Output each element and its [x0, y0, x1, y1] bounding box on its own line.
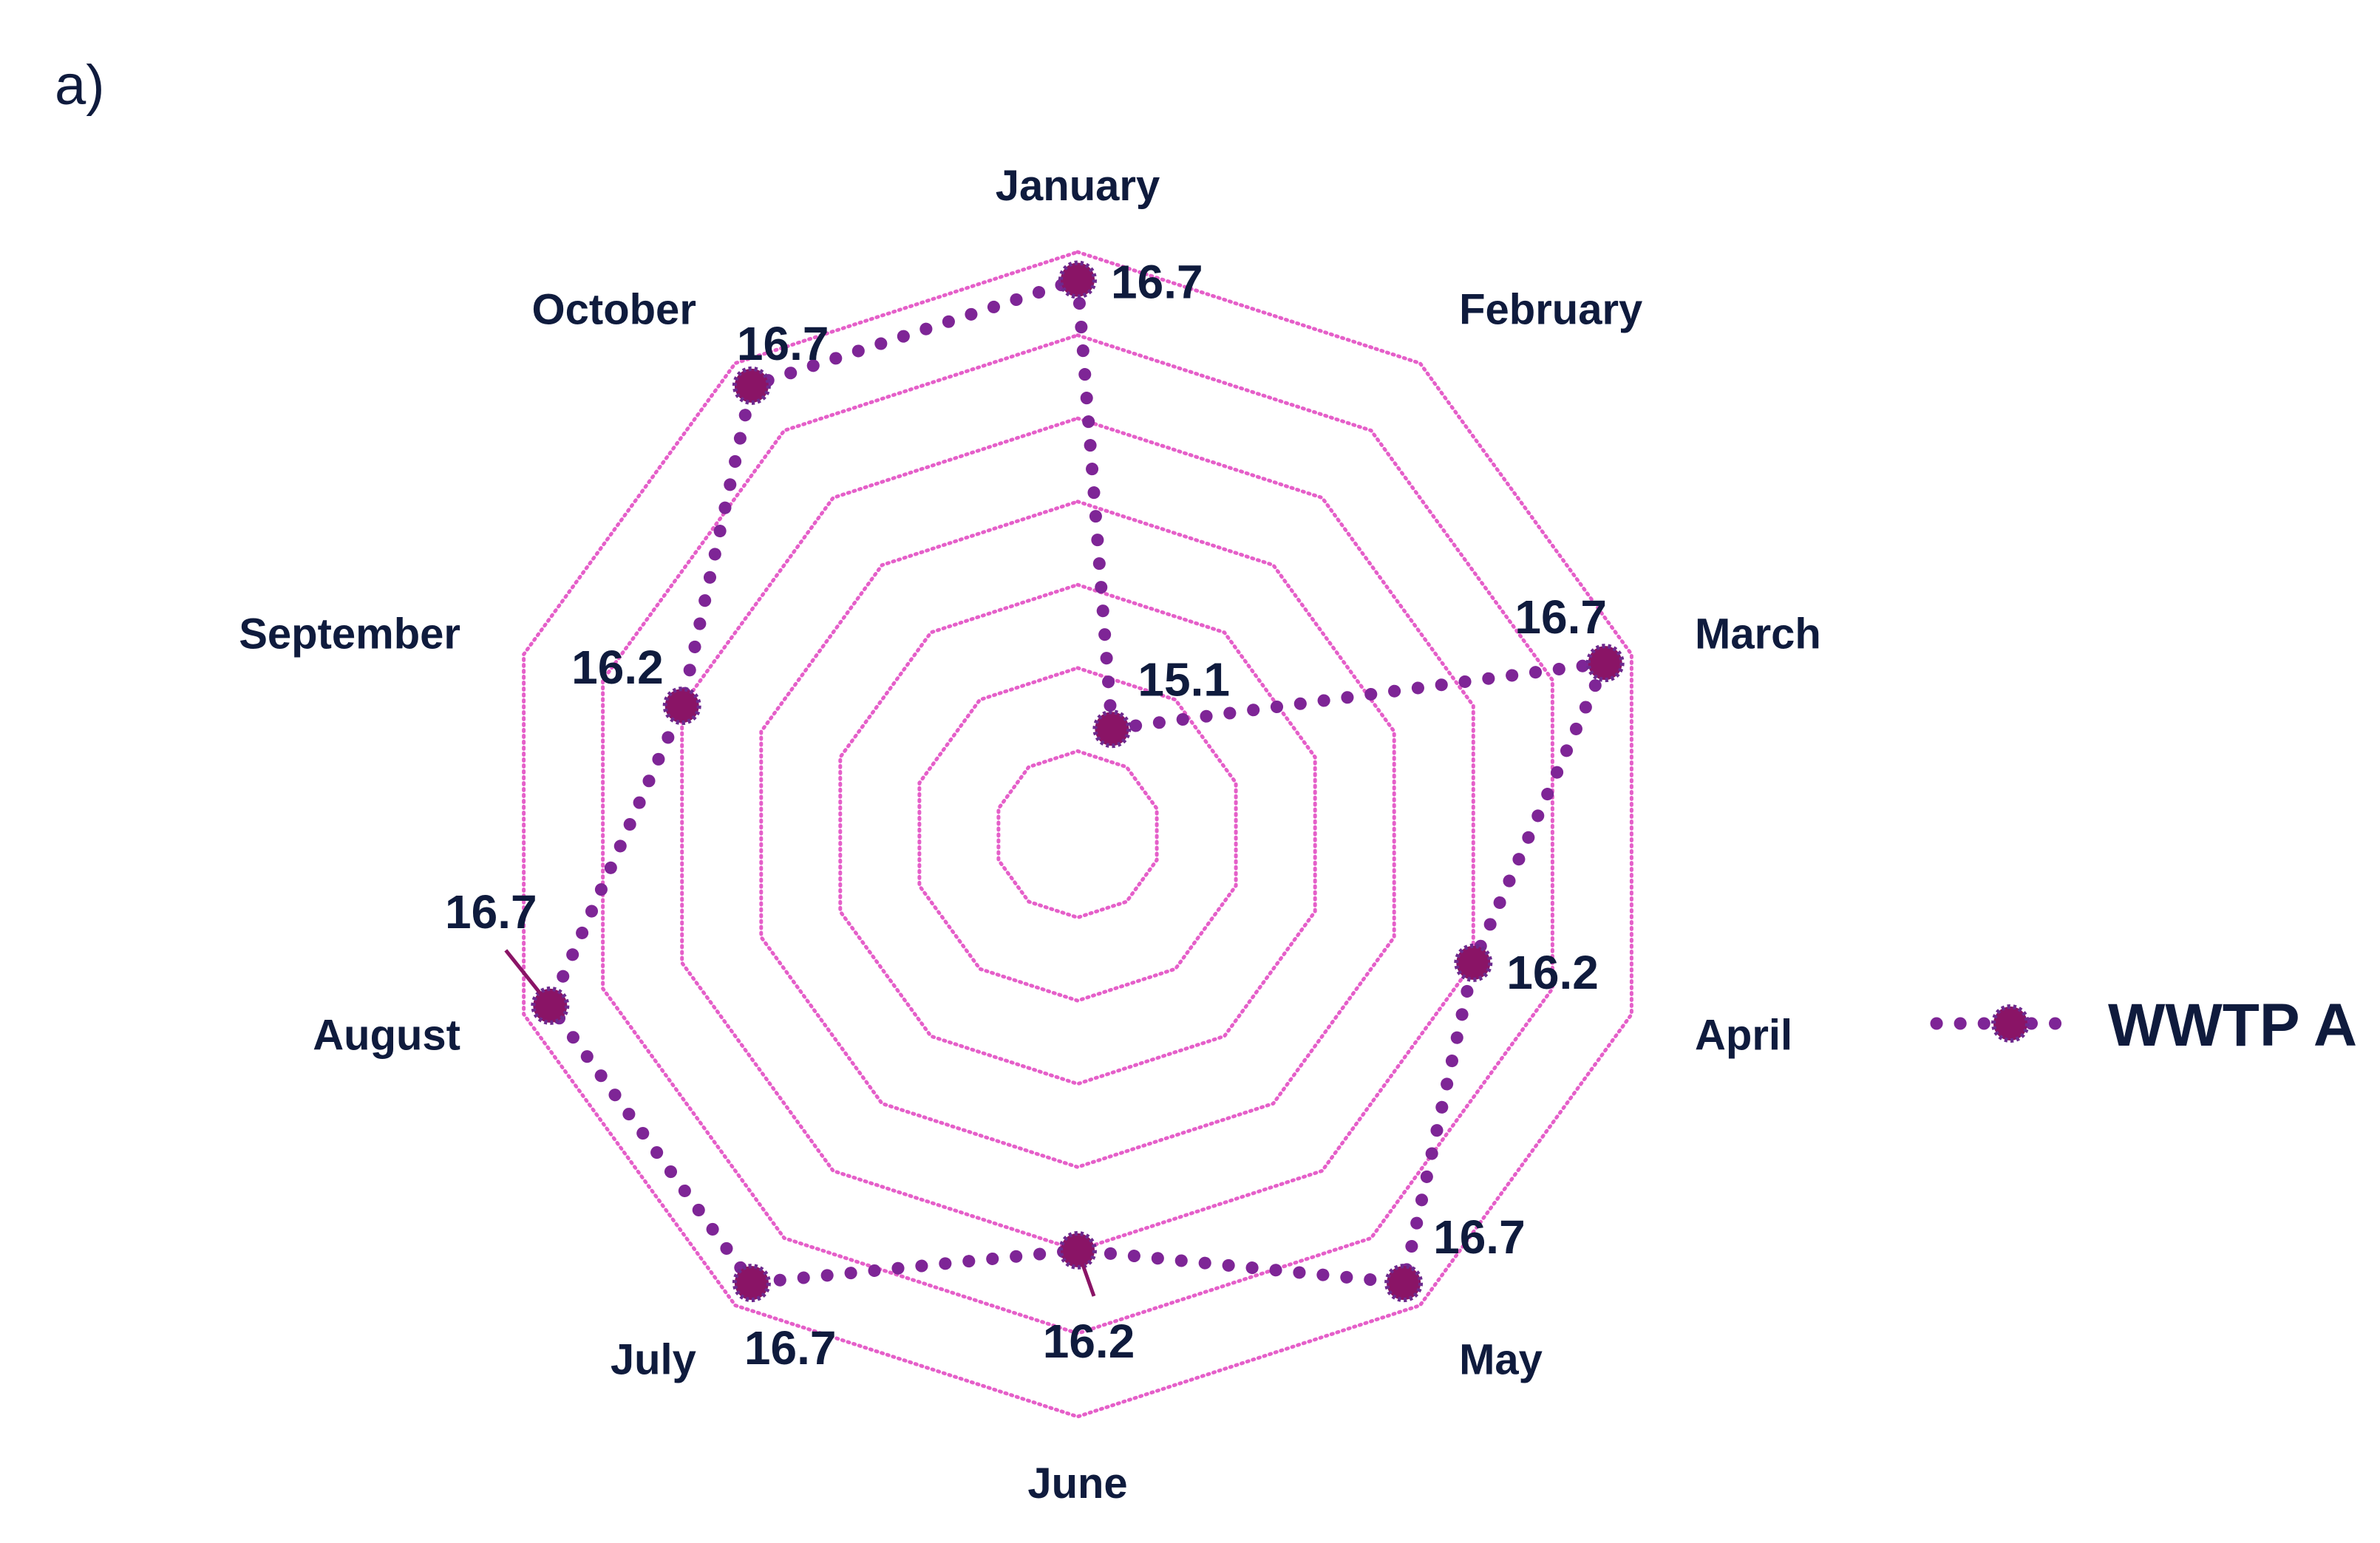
panel-label: a): [55, 54, 105, 117]
category-label: January: [996, 162, 1160, 210]
data-label: 15.1: [1138, 653, 1230, 706]
radar-grid: [522, 250, 1633, 1419]
data-label: 16.2: [571, 641, 664, 694]
label-leader-line: [504, 949, 552, 1007]
data-label: 16.7: [737, 317, 829, 370]
label-layer: January February March April May June July Augu…: [239, 162, 1821, 1508]
data-point: [1058, 260, 1097, 299]
data-label: 16.7: [1433, 1210, 1526, 1264]
data-point: [1384, 1264, 1424, 1303]
grid-ring: [759, 500, 1396, 1169]
category-label: July: [611, 1335, 696, 1383]
data-label: 16.7: [1111, 256, 1203, 309]
category-label: September: [239, 610, 460, 658]
data-point: [1585, 644, 1625, 683]
grid-ring: [996, 749, 1159, 920]
category-label: March: [1695, 610, 1821, 658]
data-point: [662, 687, 701, 726]
data-label: 16.2: [1043, 1315, 1135, 1368]
category-label: April: [1695, 1011, 1792, 1059]
category-label: June: [1027, 1459, 1127, 1508]
data-label: 16.7: [445, 885, 537, 939]
data-point: [1454, 943, 1493, 982]
grid-ring: [680, 416, 1475, 1253]
grid-ring: [917, 666, 1238, 1003]
grid-ring: [601, 333, 1554, 1336]
grid-ring: [838, 582, 1317, 1086]
data-label: 16.7: [1514, 590, 1607, 644]
legend[interactable]: WWTP A: [1930, 992, 2357, 1059]
data-point: [732, 366, 771, 405]
data-label: 16.2: [1506, 946, 1599, 999]
category-label: August: [313, 1011, 460, 1059]
category-label: October: [532, 286, 696, 334]
data-label: 16.7: [744, 1321, 837, 1375]
legend-label: WWTP A: [2108, 992, 2357, 1059]
category-label: February: [1459, 286, 1642, 334]
grid-ring: [522, 250, 1633, 1419]
series-line: [543, 273, 1612, 1290]
category-label: May: [1459, 1335, 1543, 1383]
label-leader-line: [1075, 1250, 1096, 1297]
data-point: [1092, 709, 1132, 749]
series-wwtp-a: [531, 260, 1625, 1303]
data-point: [732, 1264, 771, 1303]
legend-marker: [1991, 1004, 2030, 1043]
